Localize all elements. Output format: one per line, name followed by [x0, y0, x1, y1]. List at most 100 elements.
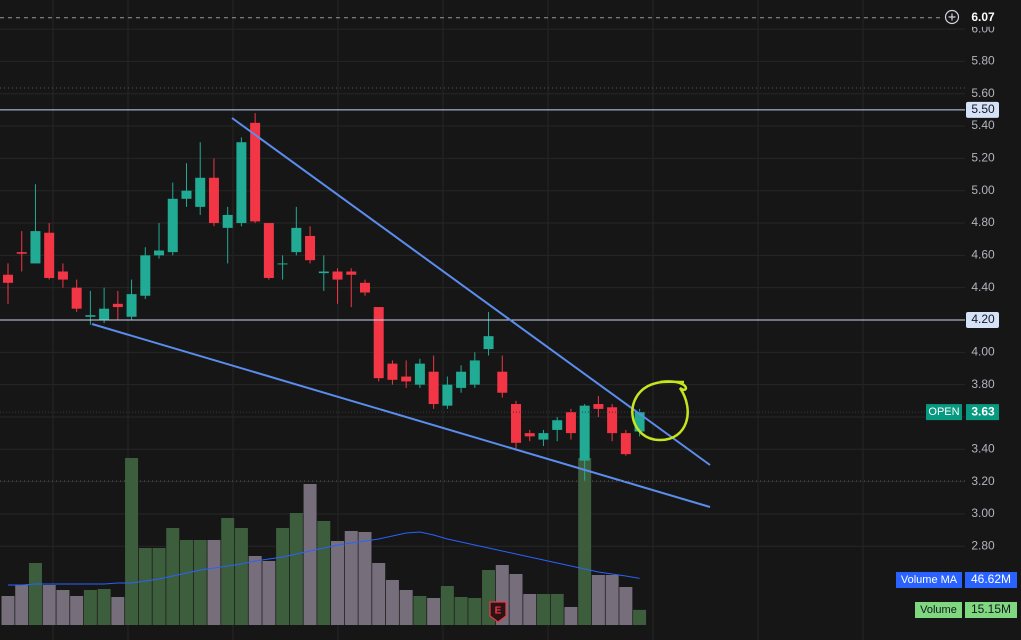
volume-bar — [372, 563, 386, 625]
volume-ma-name: Volume MA — [901, 574, 958, 586]
volume-bar — [83, 590, 97, 625]
candle-body — [71, 287, 82, 309]
candle-body — [236, 142, 247, 224]
open-name-box — [926, 404, 962, 421]
volume-bar — [619, 587, 633, 625]
y-tick-label: 5.40 — [971, 118, 995, 132]
y-tick-label: 3.20 — [971, 474, 995, 488]
candle-body — [263, 223, 274, 278]
volume-bar — [399, 590, 413, 625]
volume-ma-value: 46.62M — [971, 572, 1011, 586]
candle-body — [579, 405, 590, 461]
volume-name: Volume — [920, 604, 957, 616]
candle-body — [428, 371, 439, 405]
candle-body — [99, 308, 110, 320]
plot: 2.803.003.203.403.603.804.004.204.404.60… — [0, 8, 1017, 625]
price-line-label-box — [966, 101, 999, 118]
volume-bar — [207, 540, 221, 625]
volume-bar — [591, 575, 605, 625]
candle-body — [291, 227, 302, 253]
candle-body — [456, 371, 467, 388]
svg-text:E: E — [495, 606, 502, 617]
last-price-label: 6.07 — [971, 10, 995, 24]
trendline — [91, 323, 711, 508]
candle-body — [373, 307, 384, 379]
volume-bars — [1, 458, 647, 625]
volume-bar — [152, 548, 166, 625]
y-tick-label: 4.00 — [971, 344, 995, 358]
volume-bar — [413, 596, 427, 625]
candle-body — [305, 235, 316, 261]
volume-bar — [605, 575, 619, 625]
y-tick-label: 5.00 — [971, 183, 995, 197]
volume-bar — [509, 574, 523, 625]
candle-body — [497, 371, 508, 393]
y-tick-label: 2.80 — [971, 538, 995, 552]
y-tick-label: 5.20 — [971, 151, 995, 165]
candle-body — [250, 122, 261, 222]
candle-body — [414, 363, 425, 385]
y-tick-label: 4.80 — [971, 215, 995, 229]
price-line-label-box — [966, 312, 999, 328]
y-tick-label: 4.60 — [971, 248, 995, 262]
volume-bar — [564, 607, 578, 625]
candle-body — [154, 250, 165, 256]
candle-body — [85, 315, 96, 317]
volume-value-box — [965, 602, 1017, 618]
y-tick-label: 3.00 — [971, 506, 995, 520]
drawings: E — [0, 9, 965, 623]
y-tick-label: 5.80 — [971, 54, 995, 68]
y-tick-label: 4.40 — [971, 280, 995, 294]
candle-body — [442, 384, 453, 406]
volume-bar — [28, 563, 42, 625]
volume-bar — [358, 532, 372, 625]
volume-bar — [317, 521, 331, 625]
add-alert-icon[interactable] — [944, 9, 960, 25]
earnings-icon: E — [489, 601, 507, 623]
volume-bar — [454, 597, 468, 625]
y-tick-label: 3.80 — [971, 377, 995, 391]
candle-body — [634, 412, 645, 432]
candle-body — [318, 271, 329, 274]
volume-ma-line — [8, 531, 640, 586]
open-value-box — [966, 404, 999, 421]
candle-body — [167, 198, 178, 253]
volume-bar — [97, 589, 111, 625]
candle-body — [401, 376, 412, 382]
y-tick-label: 5.60 — [971, 86, 995, 100]
trendline — [231, 117, 711, 466]
volume-bar — [234, 528, 248, 625]
candle-body — [538, 433, 549, 440]
candle-body — [387, 363, 398, 380]
volume-ma-name-box — [896, 572, 962, 588]
candle-body — [483, 336, 494, 350]
last-price-box — [966, 8, 1000, 27]
volume-bar — [42, 585, 56, 625]
volume-bar — [289, 513, 303, 625]
volume-bar — [331, 541, 345, 625]
volume-bar — [262, 561, 276, 625]
price-line-label: 4.20 — [971, 312, 995, 326]
candle-body — [607, 407, 618, 434]
candle-body — [552, 420, 563, 430]
candle-body — [593, 404, 604, 409]
candle-body — [181, 190, 192, 199]
candle-body — [359, 282, 370, 293]
highlight-circle — [631, 380, 689, 442]
open-name: OPEN — [928, 406, 959, 418]
volume-bar — [523, 594, 537, 625]
volume-ma-value-box — [965, 572, 1017, 588]
candle-body — [346, 271, 357, 275]
candle-body — [126, 294, 137, 317]
candle-body — [277, 263, 288, 265]
price-line-label: 5.50 — [971, 102, 995, 116]
candle-body — [30, 231, 41, 264]
volume-bar — [276, 528, 290, 625]
volume-bar — [440, 586, 454, 625]
volume-bar — [385, 580, 399, 625]
volume-bar — [193, 540, 207, 625]
candle-body — [57, 271, 68, 280]
candle-body — [565, 412, 576, 434]
volume-bar — [427, 598, 441, 625]
